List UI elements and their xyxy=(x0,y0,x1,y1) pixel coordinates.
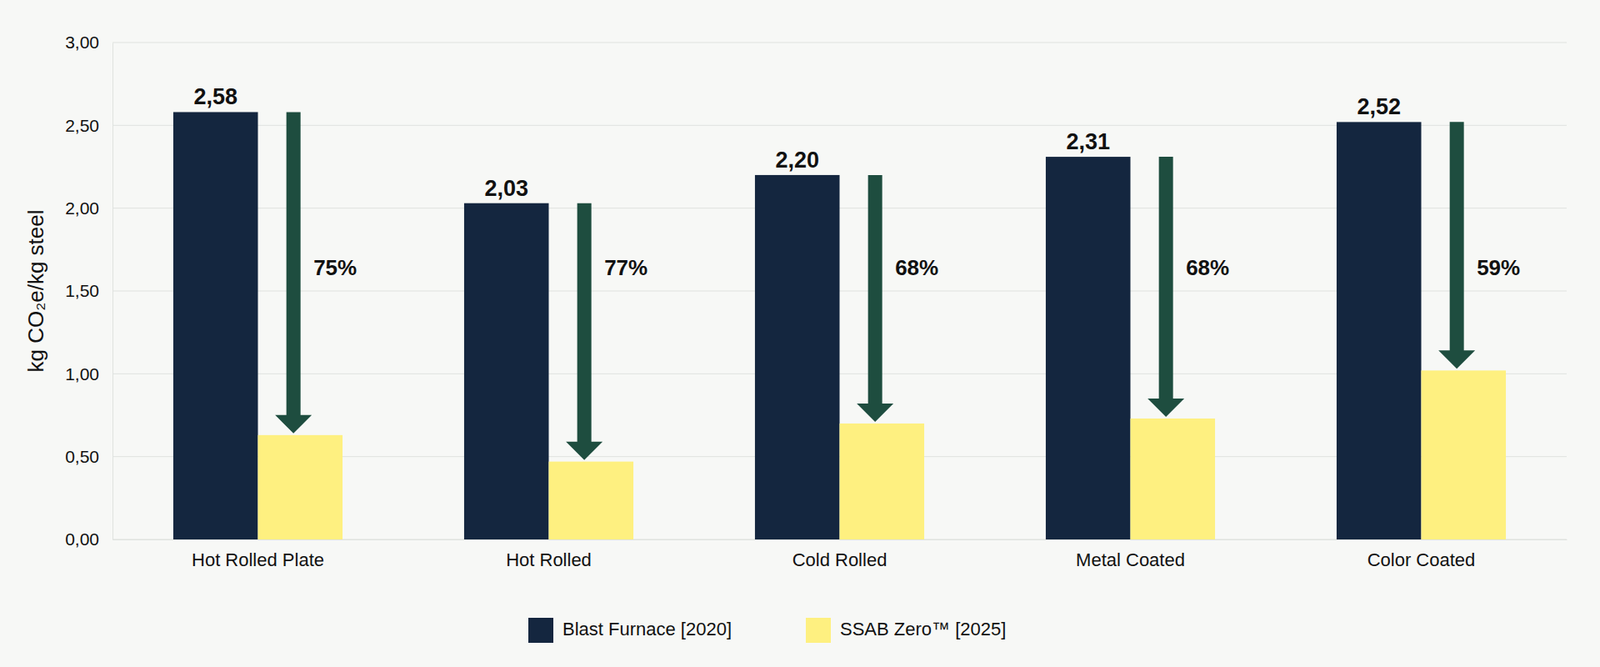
y-tick: 3,00 xyxy=(65,32,113,52)
bar xyxy=(755,175,840,540)
x-tick: Cold Rolled xyxy=(792,539,888,570)
legend-swatch xyxy=(805,617,831,643)
data-labels: 2,58 2,03 2,20 2,31 2,52 xyxy=(193,84,1401,200)
x-tick-label: Hot Rolled Plate xyxy=(191,549,325,570)
reduction-label: 68% xyxy=(1185,255,1230,280)
chart: 0,00 0,50 1,00 1,50 2,00 2,50 3,00 Hot Rolled P… xyxy=(0,0,1600,667)
bar xyxy=(840,423,925,540)
x-tick-label: Metal Coated xyxy=(1075,549,1185,570)
reduction-arrow xyxy=(856,175,894,422)
y-axis: 0,00 0,50 1,00 1,50 2,00 2,50 3,00 xyxy=(65,32,113,549)
y-tick: 0,00 xyxy=(65,529,113,549)
y-tick-label: 3,00 xyxy=(65,32,100,52)
y-tick: 2,50 xyxy=(65,115,113,135)
legend-item: Blast Furnace [2020] xyxy=(528,617,732,643)
series xyxy=(173,111,1422,540)
bar xyxy=(549,461,635,540)
bar xyxy=(1336,121,1422,540)
y-axis-line xyxy=(112,43,114,540)
x-tick: Color Coated xyxy=(1367,539,1476,570)
reduction-arrow xyxy=(275,111,312,433)
y-axis-title: kg CO₂e/kg steel xyxy=(23,209,49,372)
y-tick-label: 0,50 xyxy=(65,446,100,466)
reduction-label: 68% xyxy=(895,255,939,280)
reduction-label: 59% xyxy=(1476,255,1520,280)
x-tick-label: Hot Rolled xyxy=(505,549,592,570)
reduction-label: 77% xyxy=(604,255,648,280)
legend-swatch xyxy=(528,617,554,643)
bar xyxy=(1421,370,1507,540)
x-axis: Hot Rolled Plate Hot Rolled Cold Rolled Met… xyxy=(113,539,1568,570)
y-tick: 0,50 xyxy=(65,446,113,466)
bar xyxy=(1045,156,1131,540)
reduction-arrow xyxy=(565,203,603,460)
x-tick-label: Color Coated xyxy=(1367,549,1476,570)
data-label: 2,58 xyxy=(193,84,238,110)
reduction-arrow xyxy=(1147,156,1185,417)
bar xyxy=(173,111,259,540)
data-label: 2,31 xyxy=(1065,129,1110,155)
y-tick-label: 1,50 xyxy=(65,280,100,300)
grid xyxy=(112,42,1567,540)
x-axis-line xyxy=(113,539,1568,540)
bar xyxy=(258,435,344,540)
legend: Blast Furnace [2020] SSAB Zero™ [2025] xyxy=(528,617,1006,643)
y-tick-label: 1,00 xyxy=(65,364,100,384)
x-tick: Hot Rolled xyxy=(505,539,592,570)
reduction-arrows xyxy=(275,111,1475,460)
legend-item: SSAB Zero™ [2025] xyxy=(805,617,1006,643)
data-label: 2,52 xyxy=(1356,94,1401,120)
grid-line xyxy=(112,42,1567,44)
y-tick-label: 2,00 xyxy=(65,198,100,218)
bar xyxy=(464,203,550,540)
legend-label: SSAB Zero™ [2025] xyxy=(840,618,1006,640)
reduction-labels: 75% 77% 68% 68% 59% xyxy=(313,255,1520,280)
bar xyxy=(1130,418,1216,540)
x-tick: Metal Coated xyxy=(1075,539,1185,570)
y-tick: 1,00 xyxy=(65,364,113,384)
reduction-label: 75% xyxy=(313,255,357,280)
reduction-arrow xyxy=(1438,121,1475,369)
y-tick: 1,50 xyxy=(65,280,113,300)
data-label: 2,20 xyxy=(775,147,820,173)
x-tick-label: Cold Rolled xyxy=(792,549,888,570)
legend-label: Blast Furnace [2020] xyxy=(562,618,732,640)
data-label: 2,03 xyxy=(484,175,529,201)
y-tick: 2,00 xyxy=(65,198,113,218)
y-tick-label: 2,50 xyxy=(65,115,100,135)
plot: 0,00 0,50 1,00 1,50 2,00 2,50 3,00 Hot Rolled P… xyxy=(65,32,1567,570)
x-tick: Hot Rolled Plate xyxy=(191,539,325,570)
marks xyxy=(173,111,1506,540)
y-tick-label: 0,00 xyxy=(65,529,100,549)
